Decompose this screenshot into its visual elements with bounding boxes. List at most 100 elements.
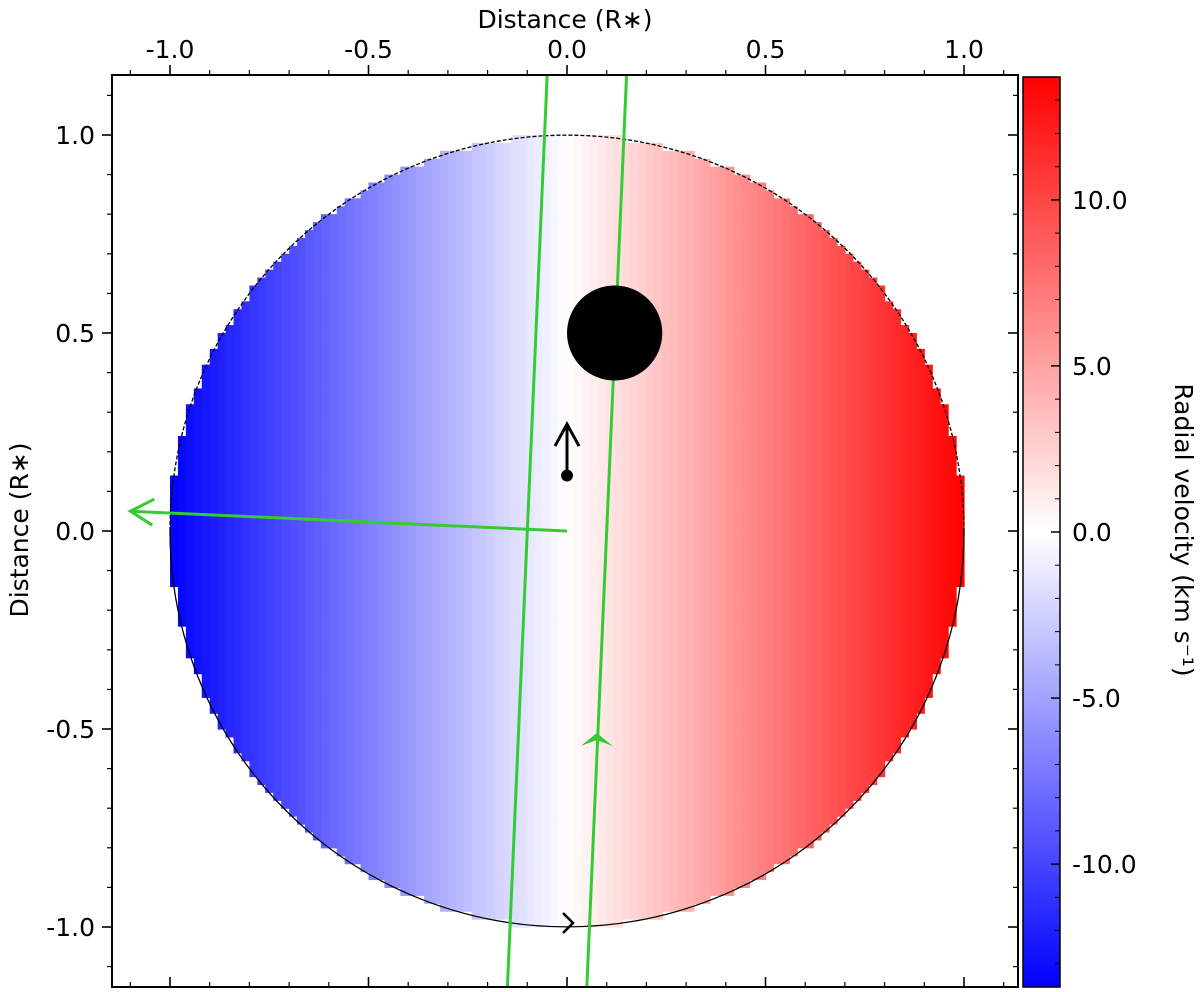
- velocity-cell: [487, 531, 497, 540]
- velocity-cell: [519, 760, 528, 770]
- velocity-cell: [265, 633, 274, 643]
- velocity-cell: [614, 206, 624, 215]
- velocity-cell: [606, 895, 616, 904]
- velocity-cell: [360, 610, 370, 619]
- velocity-cell: [551, 808, 560, 817]
- velocity-cell: [439, 428, 449, 437]
- velocity-cell: [392, 713, 401, 722]
- velocity-cell: [376, 760, 385, 770]
- velocity-cell: [567, 230, 576, 239]
- velocity-cell: [336, 768, 346, 778]
- velocity-cell: [574, 531, 584, 540]
- velocity-cell: [519, 435, 528, 445]
- velocity-cell: [582, 729, 592, 738]
- velocity-cell: [281, 475, 290, 485]
- velocity-cell: [376, 610, 385, 619]
- velocity-cell: [400, 451, 409, 461]
- velocity-cell: [400, 340, 409, 350]
- velocity-cell: [614, 491, 624, 500]
- velocity-cell: [638, 586, 647, 595]
- velocity-cell: [289, 768, 298, 778]
- velocity-cell: [471, 538, 481, 548]
- velocity-cell: [447, 586, 457, 595]
- velocity-cell: [567, 721, 576, 730]
- velocity-cell: [479, 855, 489, 865]
- velocity-cell: [614, 626, 624, 635]
- velocity-cell: [479, 396, 489, 405]
- velocity-cell: [630, 768, 640, 778]
- velocity-cell: [281, 277, 290, 287]
- velocity-cell: [598, 166, 608, 176]
- velocity-cell: [408, 356, 417, 366]
- velocity-cell: [551, 245, 560, 255]
- velocity-cell: [622, 166, 632, 176]
- velocity-cell: [265, 499, 274, 508]
- velocity-cell: [455, 657, 465, 667]
- velocity-cell: [233, 396, 243, 405]
- velocity-cell: [312, 372, 322, 382]
- velocity-cell: [193, 507, 203, 516]
- velocity-cell: [614, 768, 624, 778]
- velocity-cell: [590, 523, 600, 532]
- velocity-cell: [646, 420, 655, 429]
- velocity-cell: [368, 863, 378, 873]
- velocity-cell: [400, 602, 409, 611]
- velocity-cell: [352, 816, 362, 825]
- velocity-cell: [265, 428, 274, 437]
- velocity-cell: [630, 198, 640, 207]
- velocity-cell: [559, 736, 568, 746]
- velocity-cell: [503, 808, 513, 817]
- velocity-cell: [344, 356, 354, 366]
- velocity-cell: [582, 285, 592, 294]
- velocity-cell: [503, 507, 513, 516]
- velocity-cell: [273, 451, 282, 461]
- velocity-cell: [432, 697, 441, 706]
- velocity-cell: [447, 206, 457, 215]
- velocity-cell: [241, 420, 250, 429]
- velocity-cell: [368, 364, 378, 374]
- velocity-cell: [297, 388, 306, 397]
- velocity-cell: [630, 752, 640, 762]
- velocity-cell: [535, 768, 544, 778]
- velocity-cell: [551, 182, 560, 192]
- velocity-cell: [376, 673, 385, 683]
- velocity-cell: [400, 285, 409, 294]
- velocity-cell: [527, 736, 536, 746]
- velocity-cell: [463, 412, 473, 421]
- velocity-cell: [312, 459, 322, 469]
- velocity-cell: [384, 610, 393, 619]
- velocity-cell: [177, 562, 187, 572]
- velocity-cell: [281, 586, 290, 595]
- velocity-cell: [567, 546, 576, 556]
- velocity-cell: [352, 372, 362, 382]
- velocity-cell: [201, 594, 211, 603]
- velocity-cell: [384, 546, 393, 556]
- velocity-cell: [304, 317, 314, 326]
- velocity-cell: [511, 340, 520, 350]
- velocity-cell: [503, 483, 513, 492]
- velocity-cell: [352, 348, 362, 358]
- velocity-cell: [177, 586, 187, 595]
- velocity-cell: [471, 372, 481, 382]
- velocity-cell: [360, 784, 370, 793]
- velocity-cell: [265, 554, 274, 564]
- velocity-cell: [487, 309, 497, 318]
- velocity-cell: [638, 142, 647, 152]
- velocity-cell: [590, 626, 600, 635]
- velocity-cell: [265, 269, 274, 279]
- velocity-cell: [392, 420, 401, 429]
- velocity-cell: [447, 356, 457, 366]
- velocity-cell: [551, 792, 560, 801]
- velocity-cell: [312, 752, 322, 762]
- velocity-cell: [257, 578, 266, 588]
- velocity-cell: [598, 538, 608, 548]
- velocity-cell: [249, 562, 258, 572]
- velocity-cell: [630, 515, 640, 524]
- velocity-cell: [328, 451, 338, 461]
- velocity-cell: [567, 713, 576, 722]
- velocity-cell: [463, 697, 473, 706]
- velocity-cell: [574, 499, 584, 508]
- velocity-cell: [281, 443, 290, 453]
- velocity-cell: [511, 744, 520, 754]
- velocity-cell: [265, 776, 274, 786]
